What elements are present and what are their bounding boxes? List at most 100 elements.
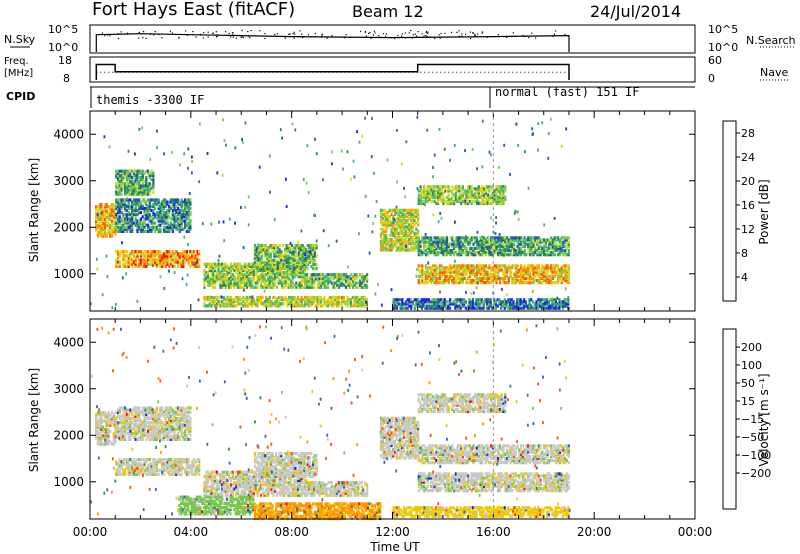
range-cell xyxy=(152,250,155,254)
range-cell xyxy=(283,258,287,262)
nsearch-dot xyxy=(461,33,463,35)
range-cell xyxy=(364,298,367,302)
range-cell xyxy=(387,215,390,219)
range-cell xyxy=(184,260,187,264)
range-cell xyxy=(134,217,137,221)
nsearch-dot xyxy=(310,36,312,38)
range-cell xyxy=(131,264,134,268)
range-cell xyxy=(484,266,487,270)
range-cell xyxy=(228,279,231,283)
range-cell xyxy=(178,213,181,217)
range-cell xyxy=(150,208,153,213)
nsearch-dot xyxy=(230,36,232,38)
range-cell xyxy=(192,264,195,268)
range-cell xyxy=(447,197,450,201)
range-cell xyxy=(139,217,143,221)
range-cell xyxy=(284,283,287,287)
range-cell xyxy=(401,300,404,304)
range-cell xyxy=(293,271,296,275)
range-cell xyxy=(417,189,420,193)
range-cell xyxy=(216,171,219,175)
range-cell xyxy=(136,198,139,202)
range-cell xyxy=(275,265,278,269)
range-cell xyxy=(175,208,178,213)
range-cell xyxy=(251,295,254,299)
range-cell xyxy=(353,304,356,308)
range-cell xyxy=(518,270,521,274)
range-cell xyxy=(147,213,150,217)
range-cell xyxy=(95,257,98,261)
range-cell xyxy=(409,246,413,250)
range-cell xyxy=(219,264,222,268)
range-cell xyxy=(162,262,166,266)
range-cell xyxy=(173,206,176,210)
range-cell xyxy=(136,186,139,190)
range-cell xyxy=(298,246,301,250)
range-cell xyxy=(298,254,301,258)
range-cell xyxy=(523,298,526,302)
range-cell xyxy=(442,266,445,270)
range-cell xyxy=(392,227,395,231)
range-cell xyxy=(244,302,247,306)
range-cell xyxy=(381,246,384,250)
range-cell xyxy=(477,191,480,195)
range-cell xyxy=(267,300,270,304)
range-cell xyxy=(406,225,409,229)
range-cell xyxy=(461,266,464,270)
range-cell xyxy=(115,303,117,307)
range-cell xyxy=(424,300,427,304)
range-cell xyxy=(263,289,266,293)
range-cell xyxy=(547,304,550,308)
range-cell xyxy=(269,246,272,250)
range-cell xyxy=(476,167,478,171)
range-cell xyxy=(125,175,128,180)
range-cell xyxy=(421,268,424,272)
range-cell xyxy=(251,277,254,281)
range-cell xyxy=(465,270,468,274)
range-cell xyxy=(148,252,151,256)
range-cell xyxy=(109,232,112,236)
range-cell xyxy=(138,169,141,173)
range-cell xyxy=(223,139,226,143)
range-cell xyxy=(125,254,128,258)
range-cell xyxy=(139,227,143,231)
range-cell xyxy=(484,298,487,302)
range-cell xyxy=(483,264,486,268)
range-cell xyxy=(554,306,557,310)
range-cell xyxy=(482,302,485,306)
range-cell xyxy=(468,185,472,189)
range-cell xyxy=(129,217,132,221)
range-cell xyxy=(143,217,146,221)
range-cell xyxy=(415,246,418,250)
range-cell xyxy=(240,302,243,306)
range-cell xyxy=(495,264,498,268)
range-cell xyxy=(336,273,339,277)
range-cell xyxy=(189,227,192,231)
range-cell xyxy=(233,283,236,287)
range-cell xyxy=(381,217,384,221)
range-cell xyxy=(368,251,371,255)
range-cell xyxy=(251,300,254,304)
range-cell xyxy=(440,187,443,191)
range-cell xyxy=(301,246,304,250)
range-cell xyxy=(162,200,166,204)
range-cell xyxy=(121,276,124,280)
range-cell xyxy=(279,271,282,275)
range-cell xyxy=(256,302,259,306)
range-cell xyxy=(513,244,516,248)
range-cell xyxy=(157,198,160,202)
range-cell xyxy=(207,275,210,279)
range-cell xyxy=(541,272,544,276)
range-cell xyxy=(477,264,480,268)
range-cell xyxy=(298,250,301,254)
range-cell xyxy=(532,236,535,240)
range-cell xyxy=(438,304,441,308)
range-cell xyxy=(447,268,450,272)
range-cell xyxy=(488,248,491,253)
range-cell xyxy=(557,278,560,283)
range-cell xyxy=(112,219,115,223)
range-cell xyxy=(309,300,312,304)
range-cell xyxy=(304,268,307,273)
range-cell xyxy=(177,202,180,206)
range-cell xyxy=(141,227,144,231)
